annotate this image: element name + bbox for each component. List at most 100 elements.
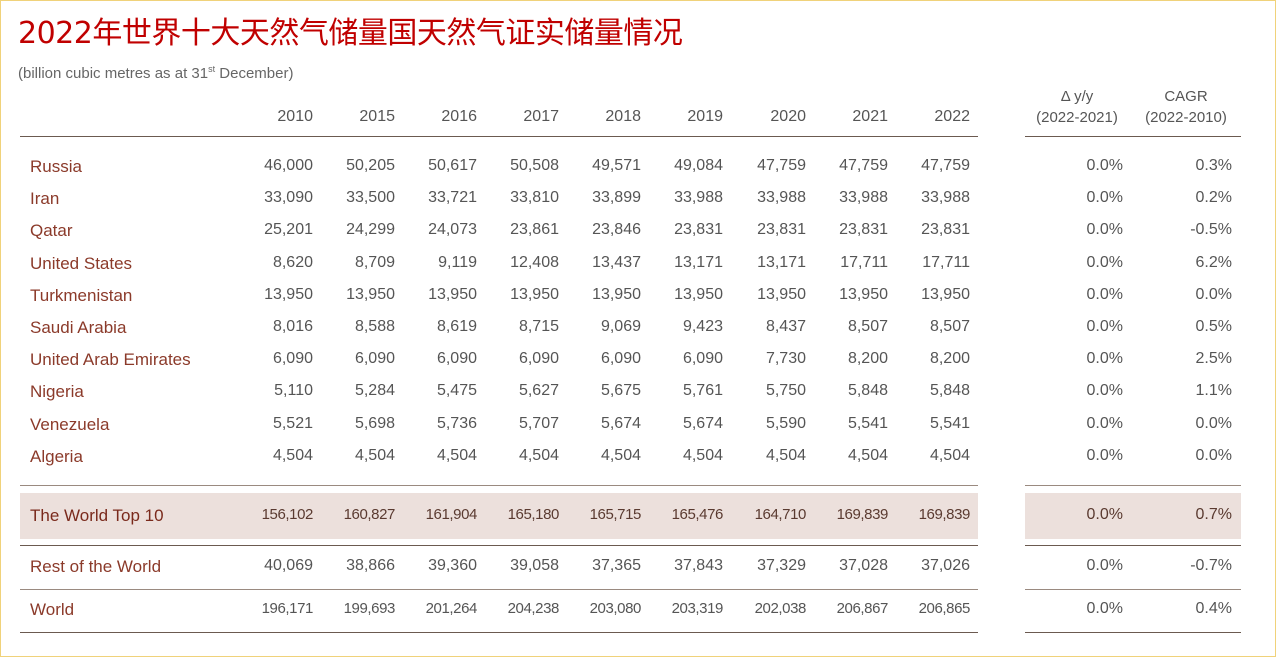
value-cell: 5,521 xyxy=(272,414,313,432)
row-label: Venezuela xyxy=(30,414,110,434)
bottom-rule-left xyxy=(20,632,978,633)
value-cell: 13,171 xyxy=(674,253,723,271)
value-cell: 23,831 xyxy=(921,221,970,239)
value-cell: 33,988 xyxy=(921,189,970,207)
value-cell: 8,507 xyxy=(847,318,888,335)
value-cell: 5,698 xyxy=(354,414,395,432)
value-cell: 13,950 xyxy=(839,285,888,303)
cagr-cell: 0.4% xyxy=(1195,600,1232,617)
row-label: Qatar xyxy=(30,221,73,241)
value-cell: 4,504 xyxy=(354,446,395,464)
value-cell: 13,950 xyxy=(757,285,806,303)
yoy-cell: 0.0% xyxy=(1086,382,1123,400)
header-year: 2021 xyxy=(852,108,888,125)
value-cell: 156,102 xyxy=(261,506,314,523)
value-cell: 203,080 xyxy=(589,600,642,617)
value-cell: 8,200 xyxy=(847,350,888,368)
value-cell: 33,988 xyxy=(839,189,888,207)
value-cell: 23,831 xyxy=(674,221,723,239)
yoy-cell: 0.0% xyxy=(1086,557,1123,574)
cagr-cell: -0.7% xyxy=(1190,557,1232,574)
value-cell: 39,360 xyxy=(428,557,477,574)
row-label: The World Top 10 xyxy=(30,506,164,525)
row-label: Turkmenistan xyxy=(30,285,133,305)
value-cell: 164,710 xyxy=(754,506,807,523)
cagr-cell: 0.0% xyxy=(1195,414,1232,432)
value-cell: 33,721 xyxy=(428,189,477,207)
value-cell: 169,839 xyxy=(918,506,971,523)
header-cagr: CAGR (2022-2010) xyxy=(1131,86,1241,128)
yoy-cell: 0.0% xyxy=(1086,600,1123,617)
rule-above-world-left xyxy=(20,589,978,590)
value-cell: 13,950 xyxy=(264,285,313,303)
value-cell: 4,504 xyxy=(600,446,641,464)
header-yoy-line2: (2022-2021) xyxy=(1036,109,1118,126)
value-cell: 5,541 xyxy=(929,414,970,432)
rule-above-world-right xyxy=(1025,589,1241,590)
header-rule-left xyxy=(20,136,978,137)
top10-band-right xyxy=(1025,493,1241,539)
value-cell: 4,504 xyxy=(682,446,723,464)
value-cell: 165,476 xyxy=(671,506,724,523)
value-cell: 23,831 xyxy=(757,221,806,239)
rule-below-top10-left xyxy=(20,545,978,546)
value-cell: 39,058 xyxy=(510,557,559,574)
yoy-cell: 0.0% xyxy=(1086,221,1123,239)
cagr-cell: 6.2% xyxy=(1195,253,1232,271)
subtitle-superscript: st xyxy=(208,64,216,74)
row-label: Russia xyxy=(30,157,82,176)
header-year: 2016 xyxy=(441,108,477,125)
yoy-cell: 0.0% xyxy=(1086,189,1123,207)
value-cell: 196,171 xyxy=(261,600,314,617)
value-cell: 5,750 xyxy=(765,382,806,400)
value-cell: 23,861 xyxy=(510,221,559,239)
rule-above-top10-left xyxy=(20,485,978,486)
cagr-cell: -0.5% xyxy=(1190,221,1232,239)
yoy-cell: 0.0% xyxy=(1086,157,1123,174)
value-cell: 8,588 xyxy=(354,318,395,335)
value-cell: 4,504 xyxy=(765,446,806,464)
value-cell: 5,627 xyxy=(518,382,559,400)
rule-below-top10-right xyxy=(1025,545,1241,546)
header-rule-right xyxy=(1025,136,1241,137)
cagr-cell: 2.5% xyxy=(1195,350,1232,368)
value-cell: 5,590 xyxy=(765,414,806,432)
value-cell: 4,504 xyxy=(847,446,888,464)
row-label: Rest of the World xyxy=(30,557,162,576)
header-year: 2020 xyxy=(770,108,806,125)
header-year: 2015 xyxy=(359,108,395,125)
value-cell: 38,866 xyxy=(346,557,395,574)
value-cell: 13,437 xyxy=(592,253,641,271)
value-cell: 47,759 xyxy=(839,157,888,174)
header-year: 2010 xyxy=(277,108,313,125)
value-cell: 8,507 xyxy=(929,318,970,335)
value-cell: 50,205 xyxy=(346,157,395,174)
cagr-cell: 0.2% xyxy=(1195,189,1232,207)
header-year: 2017 xyxy=(523,108,559,125)
row-label: United States xyxy=(30,253,133,273)
value-cell: 5,707 xyxy=(518,414,559,432)
value-cell: 33,500 xyxy=(346,189,395,207)
cagr-cell: 0.7% xyxy=(1195,506,1232,523)
value-cell: 23,846 xyxy=(592,221,641,239)
header-cagr-line2: (2022-2010) xyxy=(1145,109,1227,126)
row-label: Algeria xyxy=(30,446,83,466)
value-cell: 161,904 xyxy=(425,506,478,523)
cagr-cell: 1.1% xyxy=(1195,382,1232,400)
value-cell: 5,675 xyxy=(600,382,641,400)
value-cell: 13,950 xyxy=(346,285,395,303)
yoy-cell: 0.0% xyxy=(1086,350,1123,368)
value-cell: 23,831 xyxy=(839,221,888,239)
value-cell: 8,016 xyxy=(272,318,313,335)
value-cell: 165,180 xyxy=(507,506,560,523)
value-cell: 160,827 xyxy=(343,506,396,523)
cagr-cell: 0.3% xyxy=(1195,157,1232,174)
value-cell: 33,090 xyxy=(264,189,313,207)
yoy-cell: 0.0% xyxy=(1086,318,1123,335)
header-year: 2018 xyxy=(605,108,641,125)
value-cell: 8,437 xyxy=(765,318,806,335)
value-cell: 49,571 xyxy=(592,157,641,174)
bottom-rule-right xyxy=(1025,632,1241,633)
value-cell: 199,693 xyxy=(343,600,396,617)
